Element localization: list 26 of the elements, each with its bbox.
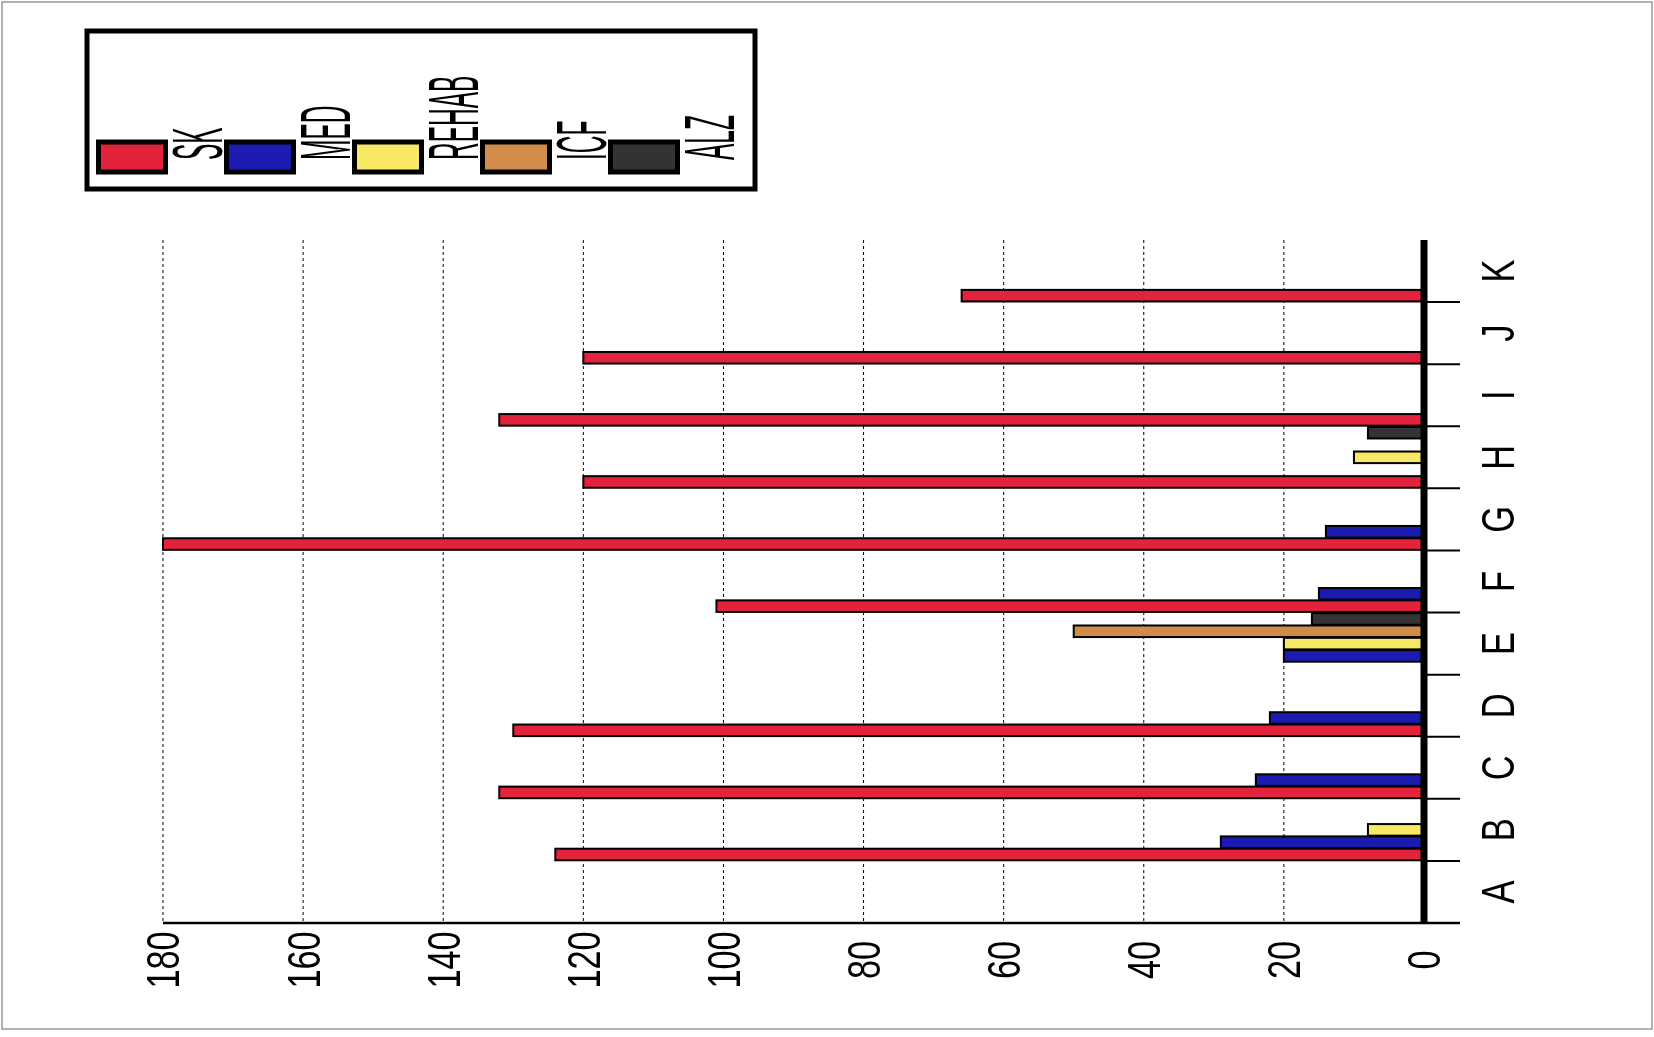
x-tick-label: 80 [837,940,891,980]
x-tick-label: 160 [277,931,330,989]
x-tick-label: 180 [137,931,190,989]
y-tick-label: I [1472,390,1525,401]
x-tick-label: 120 [557,931,611,989]
legend-label: ALZ [670,115,749,160]
x-tick-label: 0 [1398,950,1451,970]
x-tick-label: 100 [697,931,751,989]
x-tick-label: 60 [977,940,1031,980]
legend-label: REHAB [414,75,493,160]
legend-label: SK [158,127,237,160]
y-tick-label: K [1472,259,1525,283]
y-tick-label: J [1472,324,1525,342]
y-tick-label: A [1472,879,1525,904]
y-tick-label: E [1472,632,1525,656]
y-tick-label: B [1472,818,1525,842]
legend-label: MED [286,105,365,160]
y-tick-label: C [1472,755,1525,781]
y-tick-label: F [1472,570,1525,593]
y-tick-label: H [1472,444,1525,470]
x-tick-label: 20 [1258,940,1311,980]
y-tick-label: D [1472,693,1525,719]
y-tick-label: G [1472,505,1525,533]
legend-label: ICF [542,120,621,160]
x-tick-label: 40 [1117,940,1171,980]
x-tick-label: 140 [417,931,470,989]
